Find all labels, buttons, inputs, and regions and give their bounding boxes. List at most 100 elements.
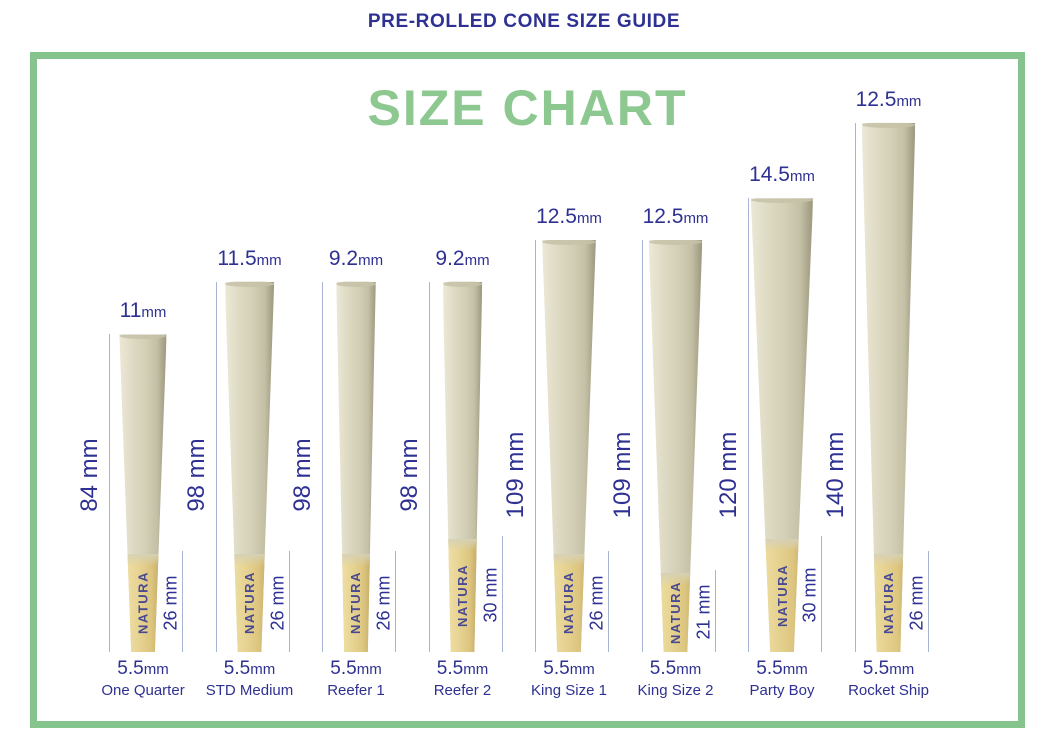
bottom-diameter-label: 5.5mm	[303, 658, 409, 680]
bottom-diameter-unit: mm	[356, 661, 382, 678]
cone-column-rocket-ship: 12.5mm 140 mm NATURA 26 mm 5.5mm Rocket …	[822, 59, 942, 721]
length-label: 109 mm	[502, 431, 529, 519]
filter-length-label: 26 mm	[160, 575, 181, 631]
length-measure-line	[215, 281, 217, 652]
bottom-diameter-value: 5.5	[756, 658, 783, 679]
chart-area: 11mm 84 mm NATURA 26 mm 5.5mm One Quarte…	[37, 59, 1018, 721]
bottom-diameter-unit: mm	[463, 661, 489, 678]
top-diameter-unit: mm	[256, 251, 282, 269]
filter-measure-line	[821, 535, 822, 652]
length-measure-line	[748, 198, 749, 652]
bottom-diameter-label: 5.5mm	[729, 658, 835, 680]
length-label: 140 mm	[821, 431, 849, 519]
cone-name: Reefer 2	[433, 682, 492, 699]
filter-length-label: 26 mm	[267, 575, 287, 631]
cone-name: One Quarter	[101, 682, 185, 699]
cone-top-rim	[649, 239, 703, 245]
bottom-diameter-unit: mm	[676, 661, 702, 678]
top-diameter-label: 12.5mm	[623, 205, 729, 229]
bottom-diameter-value: 5.5	[117, 658, 144, 679]
cone-column-party-boy: 14.5mm 120 mm NATURA 30 mm 5.5mm Party B…	[715, 59, 835, 721]
bottom-diameter-value: 5.5	[330, 658, 357, 679]
top-diameter-label: 11.5mm	[197, 247, 303, 271]
cone-name: Reefer 1	[327, 682, 385, 699]
top-diameter-label: 11mm	[90, 299, 196, 323]
cone-name: King Size 1	[531, 682, 607, 699]
length-label: 98 mm	[289, 438, 316, 512]
top-diameter-unit: mm	[789, 168, 815, 186]
filter-measure-line	[288, 550, 290, 652]
cone-name: King Size 2	[637, 682, 714, 699]
page-title: PRE-ROLLED CONE SIZE GUIDE	[367, 11, 681, 32]
length-label: 84 mm	[76, 438, 103, 512]
top-diameter-value: 9.2	[328, 246, 359, 270]
length-measure-line	[535, 239, 536, 652]
bottom-diameter-unit: mm	[782, 661, 808, 678]
bottom-diameter-unit: mm	[569, 661, 595, 678]
cone-top-rim	[336, 281, 376, 287]
filter-length-label: 26 mm	[906, 575, 926, 631]
bottom-diameter-label: 5.5mm	[516, 658, 622, 680]
top-diameter-unit: mm	[896, 92, 922, 110]
cone-name: Rocket Ship	[848, 682, 929, 699]
bottom-diameter-value: 5.5	[649, 658, 677, 679]
length-label: 109 mm	[608, 431, 636, 519]
bottom-diameter-unit: mm	[143, 661, 169, 678]
brand-text: NATURA	[135, 571, 151, 635]
cone-column-reefer-2: 9.2mm 98 mm NATURA 30 mm 5.5mm Reefer 2	[396, 59, 516, 721]
length-measure-line	[322, 281, 323, 652]
bottom-diameter-label: 5.5mm	[623, 658, 729, 680]
cone-top-rim	[119, 333, 166, 339]
filter-measure-line	[714, 569, 716, 652]
filter-length-label: 26 mm	[373, 575, 394, 631]
brand-text: NATURA	[242, 571, 258, 635]
bottom-diameter-value: 5.5	[223, 658, 251, 679]
filter-measure-line	[501, 535, 503, 652]
bottom-diameter-label: 5.5mm	[90, 658, 196, 680]
cone-filter-tip: NATURA	[336, 554, 376, 652]
cone-column-one-quarter: 11mm 84 mm NATURA 26 mm 5.5mm One Quarte…	[76, 59, 196, 721]
top-diameter-label: 12.5mm	[836, 88, 942, 112]
filter-length-label: 21 mm	[693, 584, 713, 640]
length-label: 98 mm	[395, 438, 423, 512]
filter-measure-line	[927, 550, 929, 652]
cone-top-rim	[443, 281, 483, 287]
cone-column-reefer-1: 9.2mm 98 mm NATURA 26 mm 5.5mm Reefer 1	[289, 59, 409, 721]
bottom-diameter-value: 5.5	[436, 658, 464, 679]
brand-text: NATURA	[348, 571, 364, 635]
bottom-diameter-label: 5.5mm	[197, 658, 303, 680]
cone-illustration: NATURA	[336, 282, 376, 652]
cone-top-rim	[751, 197, 813, 203]
filter-measure-line	[182, 550, 183, 652]
top-diameter-value: 14.5	[749, 163, 790, 187]
size-chart-frame: SIZE CHART 11mm 84 mm NATURA 26 mm 5.5mm…	[30, 52, 1025, 728]
top-diameter-value: 9.2	[435, 246, 465, 270]
cone-top-rim	[225, 281, 274, 287]
top-diameter-unit: mm	[576, 209, 602, 227]
length-label: 120 mm	[715, 431, 742, 519]
length-measure-line	[641, 239, 643, 652]
bottom-diameter-label: 5.5mm	[410, 658, 516, 680]
bottom-diameter-label: 5.5mm	[836, 658, 942, 680]
top-diameter-label: 14.5mm	[729, 163, 835, 187]
top-diameter-label: 9.2mm	[410, 247, 516, 271]
top-diameter-value: 11.5	[217, 246, 257, 270]
cone-illustration: NATURA	[443, 282, 483, 652]
brand-text: NATURA	[881, 571, 897, 635]
top-diameter-value: 11	[119, 299, 142, 323]
bottom-diameter-unit: mm	[889, 661, 915, 678]
cone-column-king-size-2: 12.5mm 109 mm NATURA 21 mm 5.5mm King Si…	[609, 59, 729, 721]
top-diameter-label: 12.5mm	[516, 205, 622, 229]
cone-name: Party Boy	[749, 682, 815, 699]
brand-text: NATURA	[774, 563, 790, 627]
cone-top-rim	[862, 122, 916, 128]
filter-length-label: 26 mm	[586, 575, 607, 631]
top-diameter-unit: mm	[683, 209, 709, 227]
chart-heading: SIZE CHART	[367, 80, 688, 136]
cone-column-king-size-1: 12.5mm 109 mm NATURA 26 mm 5.5mm King Si…	[502, 59, 622, 721]
top-diameter-value: 12.5	[536, 204, 577, 228]
cone-illustration: NATURA	[862, 123, 916, 652]
cone-filter-tip: NATURA	[443, 539, 483, 652]
top-diameter-unit: mm	[358, 251, 384, 269]
length-measure-line	[428, 281, 430, 652]
